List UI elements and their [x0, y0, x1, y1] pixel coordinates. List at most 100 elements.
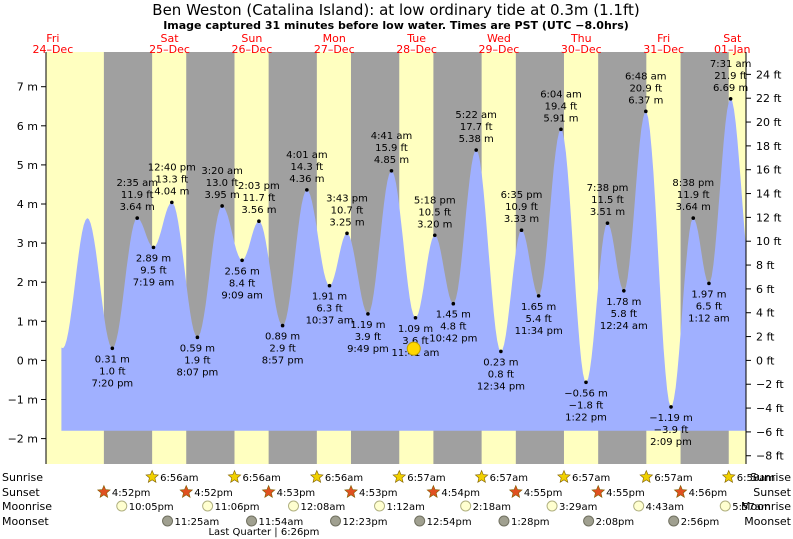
tide-m-label: 3.51 m — [590, 207, 625, 218]
left-tick-label: 2 m — [17, 276, 38, 289]
row-label-right: Sunrise — [750, 471, 791, 484]
tide-ft-label: 5.8 ft — [611, 309, 637, 320]
sunrise-icon — [227, 469, 242, 483]
left-tick-label: 5 m — [17, 159, 38, 172]
tide-ft-label: 11.7 ft — [243, 193, 276, 204]
right-tick-label: 12 ft — [756, 211, 782, 224]
moonrise-time: 12:08am — [301, 502, 346, 513]
moonrise-time: 4:43am — [646, 502, 684, 513]
left-tick-label: 1 m — [17, 315, 38, 328]
day-date: 28–Dec — [396, 43, 437, 56]
moonrise-icon — [288, 500, 300, 512]
tide-ft-label: 11.9 ft — [121, 190, 154, 201]
sunrise-time: 6:56am — [325, 473, 363, 484]
tide-time-label: 2:03 pm — [238, 181, 280, 192]
low-tide-point — [151, 245, 156, 250]
sunset-time: 4:55pm — [606, 488, 645, 499]
chart-title: Ben Weston (Catalina Island): at low ord… — [152, 1, 639, 19]
sunrise-time: 6:56am — [242, 473, 280, 484]
tide-curve — [61, 98, 746, 431]
day-name: Fri — [46, 32, 59, 45]
sunrise-icon — [721, 469, 736, 483]
day-name: Sun — [241, 32, 262, 45]
tide-time-label: 9:09 am — [221, 290, 263, 301]
tide-time-label: 2:35 am — [116, 178, 158, 189]
left-tick-label: −2 m — [8, 433, 38, 446]
tide-time-label: 6:35 pm — [501, 190, 543, 201]
high-tide-point — [220, 204, 224, 208]
high-tide-point — [644, 109, 648, 114]
moon-phase-label: Last Quarter | 6:26pm — [208, 527, 319, 538]
tide-ft-label: 11.9 ft — [677, 190, 710, 201]
tide-ft-label: 1.0 ft — [99, 366, 125, 377]
tide-time-label: 3:43 pm — [326, 193, 368, 204]
chart-subtitle: Image captured 31 minutes before low wat… — [163, 19, 629, 32]
day-name: Fri — [657, 32, 670, 45]
tide-time-label: 10:42 pm — [429, 334, 477, 345]
moonrise-time: 5:57am — [732, 502, 770, 513]
tide-ft-label: 15.9 ft — [375, 143, 408, 154]
tide-time-label: 12:24 am — [600, 321, 648, 332]
sunset-time: 4:52pm — [112, 488, 151, 499]
moonset-icon — [498, 515, 510, 527]
low-tide-point — [451, 301, 456, 306]
right-tick-label: 8 ft — [756, 259, 775, 272]
right-tick-label: −6 ft — [756, 426, 784, 439]
moonset-icon — [414, 515, 426, 527]
day-date: 31–Dec — [643, 43, 684, 56]
sunset-time: 4:53pm — [359, 488, 398, 499]
tide-m-label: 2.56 m — [225, 266, 260, 277]
low-tide-point — [366, 312, 370, 316]
day-date: 26–Dec — [231, 43, 272, 56]
tide-time-label: 9:49 pm — [347, 344, 389, 355]
tide-m-label: 1.97 m — [691, 289, 726, 300]
moonrise-time: 3:29am — [559, 502, 597, 513]
tide-m-label: 1.78 m — [606, 297, 641, 308]
tide-ft-label: 11.5 ft — [591, 195, 624, 206]
left-tick-label: 6 m — [17, 120, 38, 133]
high-tide-point — [559, 127, 563, 132]
tide-m-label: −1.19 m — [649, 413, 693, 424]
tide-m-label: 0.31 m — [95, 354, 130, 365]
tide-ft-label: 19.4 ft — [545, 101, 578, 112]
sunrise-time: 6:56am — [160, 473, 198, 484]
day-name: Sat — [723, 32, 742, 45]
right-tick-label: 20 ft — [756, 116, 782, 129]
tide-time-label: 11:34 pm — [515, 326, 563, 337]
moonrise-icon — [460, 500, 472, 512]
tide-ft-label: 17.7 ft — [460, 122, 493, 133]
right-tick-label: 0 ft — [756, 354, 775, 367]
moonset-icon — [246, 515, 258, 527]
row-label-right: Moonrise — [741, 500, 791, 513]
moonrise-icon — [116, 500, 128, 512]
day-name: Mon — [323, 32, 346, 45]
day-name: Thu — [570, 32, 592, 45]
low-tide-point — [536, 294, 541, 298]
tide-m-label: 1.09 m — [398, 324, 433, 335]
day-date: 27–Dec — [314, 43, 355, 56]
moonrise-time: 11:06pm — [215, 502, 260, 513]
high-tide-point — [389, 168, 394, 173]
tide-time-label: 4:41 am — [371, 131, 413, 142]
tide-m-label: 4.36 m — [289, 174, 324, 185]
sunrise-icon — [392, 469, 407, 483]
high-tide-point — [474, 148, 478, 152]
moonrise-icon — [374, 500, 386, 512]
moonset-icon — [162, 515, 174, 527]
low-tide-point — [669, 405, 673, 409]
tide-ft-label: 20.9 ft — [629, 83, 662, 94]
low-tide-point — [195, 335, 200, 340]
tide-m-label: 4.04 m — [154, 186, 189, 197]
moonset-icon — [330, 515, 342, 527]
high-tide-point — [170, 200, 174, 205]
tide-time-label: 6:04 am — [540, 89, 582, 100]
high-tide-point — [519, 228, 524, 232]
right-tick-label: 14 ft — [756, 188, 782, 201]
right-tick-label: −4 ft — [756, 402, 784, 415]
sunset-time: 4:53pm — [277, 488, 316, 499]
sunrise-time: 6:57am — [654, 473, 692, 484]
tide-time-label: 6:48 am — [625, 71, 667, 82]
low-tide-point — [240, 258, 244, 263]
tide-m-label: 6.37 m — [628, 95, 663, 106]
tide-ft-label: 6.3 ft — [316, 304, 342, 315]
